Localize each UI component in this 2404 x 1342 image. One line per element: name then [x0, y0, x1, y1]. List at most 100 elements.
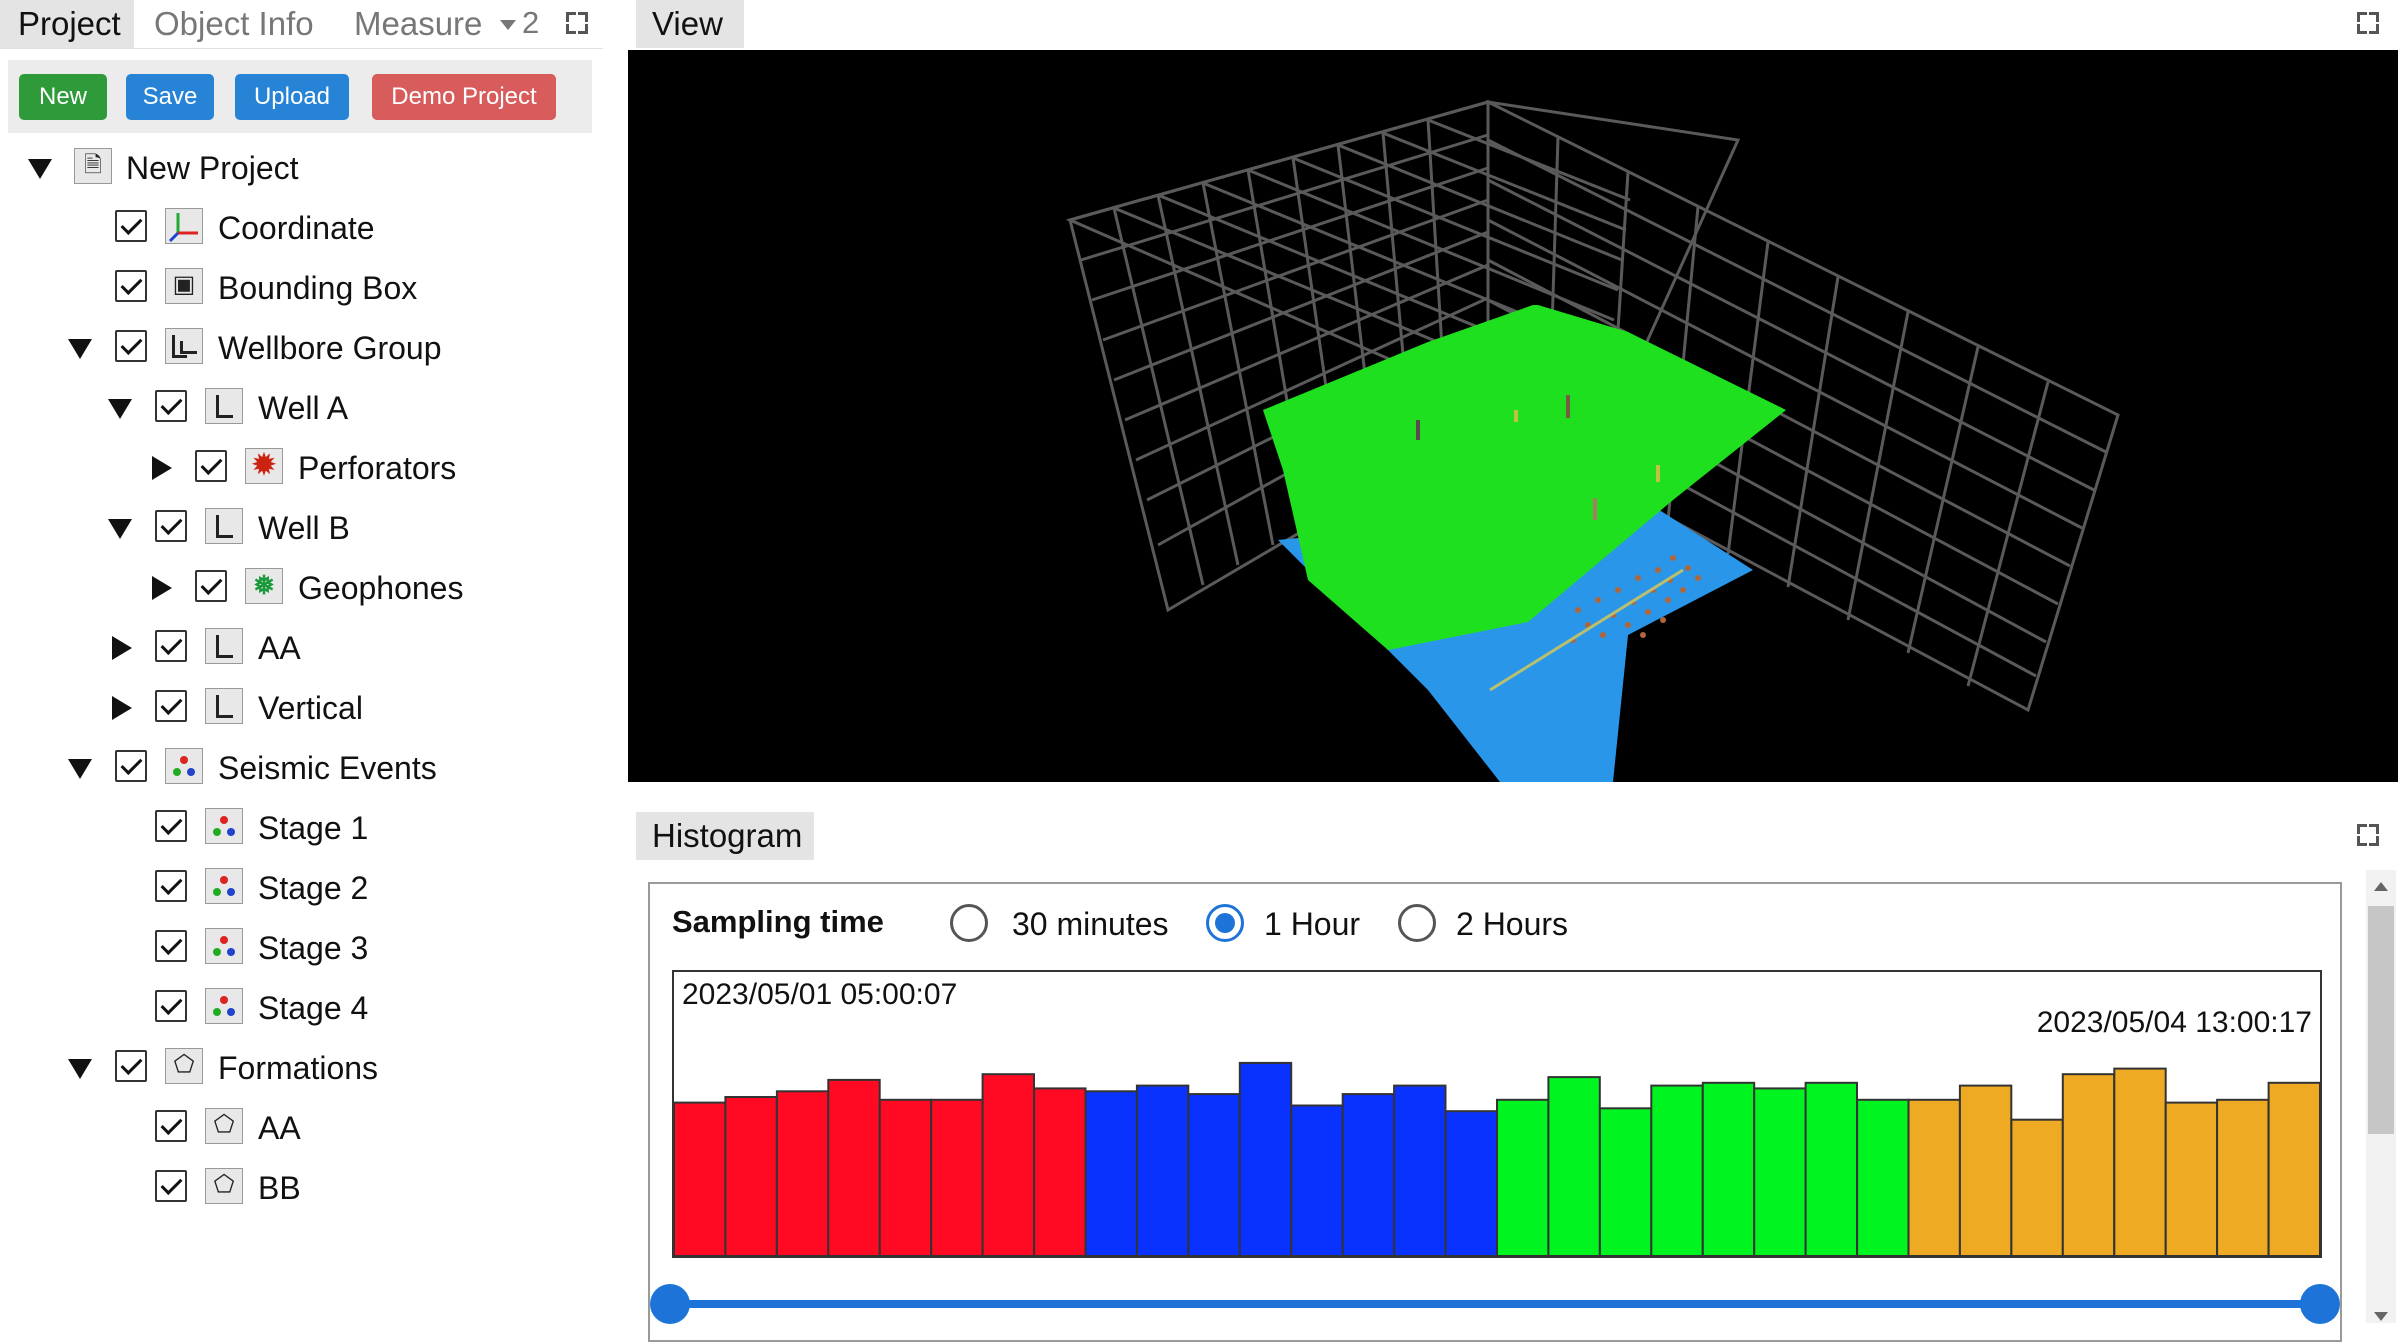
formation-icon: ⬠: [165, 1048, 203, 1084]
seismic-events-icon: [205, 988, 243, 1024]
range-start-handle[interactable]: [650, 1284, 690, 1324]
formation-icon: ⬠: [205, 1108, 243, 1144]
collapse-icon[interactable]: [26, 146, 52, 190]
radio-label: 1 Hour: [1264, 906, 1361, 942]
collapse-icon[interactable]: [66, 326, 92, 370]
collapse-icon[interactable]: [66, 746, 92, 790]
maximize-icon[interactable]: [2357, 12, 2379, 34]
histogram-bar: [1238, 1061, 1293, 1256]
expand-icon[interactable]: [146, 446, 172, 490]
tree-label: Stage 4: [258, 990, 369, 1026]
collapse-icon[interactable]: [106, 506, 132, 550]
visibility-checkbox[interactable]: [115, 330, 147, 362]
histogram-bar: [1907, 1098, 1961, 1256]
radio-label: 30 minutes: [1012, 906, 1169, 942]
histogram-bar: [1187, 1093, 1241, 1256]
visibility-checkbox[interactable]: [155, 990, 187, 1022]
histogram-bar: [981, 1073, 1036, 1256]
scroll-down-icon[interactable]: [2374, 1312, 2388, 1321]
visibility-checkbox[interactable]: [155, 1110, 187, 1142]
visibility-checkbox[interactable]: [115, 750, 147, 782]
histogram-panel: Histogram Sampling time 30 minutes 1 Hou…: [628, 808, 2404, 1342]
well-icon: [205, 508, 243, 544]
expand-icon[interactable]: [106, 626, 132, 670]
visibility-checkbox[interactable]: [155, 810, 187, 842]
histogram-bar: [1033, 1087, 1087, 1256]
visibility-checkbox[interactable]: [115, 210, 147, 242]
3d-scene: [1065, 99, 2120, 782]
histogram-bar: [2010, 1118, 2064, 1256]
histogram-bar: [1547, 1076, 1601, 1256]
collapse-icon[interactable]: [106, 386, 132, 430]
geophone-icon: ❅: [245, 568, 283, 604]
start-timestamp: 2023/05/01 05:00:07: [682, 978, 958, 1011]
tab-measure[interactable]: Measure: [354, 5, 483, 42]
tree-label: Formations: [218, 1050, 379, 1086]
histogram-bar: [674, 1101, 727, 1256]
tree-label: Wellbore Group: [218, 330, 442, 366]
maximize-icon[interactable]: [2357, 824, 2379, 846]
expand-icon[interactable]: [106, 686, 132, 730]
histogram-bar: [2267, 1081, 2320, 1256]
histogram-bar: [2216, 1098, 2270, 1256]
histogram-bar: [1753, 1087, 1807, 1256]
histogram-bar: [1804, 1081, 1858, 1256]
histogram-bar: [827, 1078, 881, 1256]
histogram-bar: [1701, 1081, 1756, 1256]
radio-1-hour[interactable]: [1206, 904, 1244, 942]
seismic-events-icon: [205, 928, 243, 964]
new-button[interactable]: New: [19, 74, 107, 120]
histogram-bar: [775, 1090, 830, 1256]
histogram-bar: [1958, 1084, 2013, 1256]
visibility-checkbox[interactable]: [155, 870, 187, 902]
tab-overflow-menu[interactable]: 2: [500, 0, 539, 48]
tab-histogram[interactable]: Histogram: [636, 812, 814, 860]
vertical-scrollbar[interactable]: [2366, 870, 2396, 1323]
tree-label: Stage 3: [258, 930, 369, 966]
upload-button[interactable]: Upload: [235, 74, 349, 120]
tree-label: BB: [258, 1170, 301, 1206]
visibility-checkbox[interactable]: [155, 510, 187, 542]
tree-label: Coordinate: [218, 210, 375, 246]
view-panel: View: [628, 0, 2404, 788]
histogram-bar: [1135, 1084, 1190, 1256]
visibility-checkbox[interactable]: [155, 390, 187, 422]
histogram-bar: [1290, 1104, 1344, 1256]
visibility-checkbox[interactable]: [195, 450, 227, 482]
visibility-checkbox[interactable]: [155, 690, 187, 722]
histogram-bar: [1598, 1107, 1653, 1256]
scroll-up-icon[interactable]: [2374, 882, 2388, 891]
wellbore-group-icon: [165, 328, 203, 364]
chevron-down-icon: [500, 19, 516, 30]
left-tab-bar: Project Object Info Measure 2: [0, 0, 603, 49]
3d-viewport[interactable]: [628, 50, 2398, 782]
histogram-bar: [1341, 1093, 1396, 1256]
time-range-track[interactable]: [678, 1300, 2318, 1308]
tab-view[interactable]: View: [636, 0, 744, 48]
formation-icon: ⬠: [205, 1168, 243, 1204]
visibility-checkbox[interactable]: [195, 570, 227, 602]
visibility-checkbox[interactable]: [155, 630, 187, 662]
well-icon: [205, 628, 243, 664]
scroll-thumb[interactable]: [2368, 906, 2394, 1134]
radio-2-hours[interactable]: [1398, 904, 1436, 942]
tree-label: Well A: [258, 390, 349, 426]
demo-project-button[interactable]: Demo Project: [372, 74, 556, 120]
radio-30-minutes[interactable]: [950, 904, 988, 942]
visibility-checkbox[interactable]: [155, 930, 187, 962]
histogram-chart[interactable]: 2023/05/01 05:00:07 2023/05/04 13:00:17: [672, 970, 2322, 1258]
save-button[interactable]: Save: [126, 74, 214, 120]
maximize-icon[interactable]: [566, 12, 588, 34]
expand-icon[interactable]: [146, 566, 172, 610]
visibility-checkbox[interactable]: [155, 1170, 187, 1202]
visibility-checkbox[interactable]: [115, 1050, 147, 1082]
end-timestamp: 2023/05/04 13:00:17: [2036, 1006, 2312, 1039]
radio-label: 2 Hours: [1456, 906, 1569, 942]
tab-project[interactable]: Project: [0, 0, 134, 48]
visibility-checkbox[interactable]: [115, 270, 147, 302]
tree-label: New Project: [126, 150, 299, 186]
tab-object-info[interactable]: Object Info: [154, 5, 314, 42]
collapse-icon[interactable]: [66, 1046, 92, 1090]
tree-label: Seismic Events: [218, 750, 437, 786]
range-end-handle[interactable]: [2300, 1284, 2340, 1324]
